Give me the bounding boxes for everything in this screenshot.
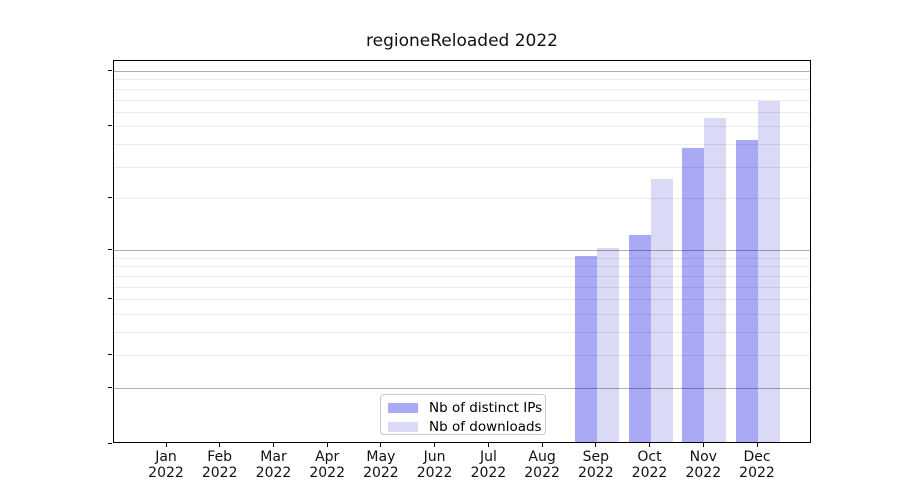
minor-gridline-60 — [114, 111, 810, 113]
minor-gridline-9 — [114, 257, 810, 259]
minor-gridline-4 — [114, 313, 810, 315]
x-label-month: Mar — [260, 449, 287, 465]
x-tick-feb — [219, 443, 221, 447]
x-label-year: 2022 — [309, 465, 345, 481]
x-label-year: 2022 — [470, 465, 507, 481]
bar-downloads-sep — [596, 248, 619, 442]
x-label-year: 2022 — [363, 465, 399, 481]
y-tick-50 — [108, 125, 112, 127]
x-tick-label-jan: Jan 2022 — [139, 449, 193, 481]
x-label-year: 2022 — [739, 465, 775, 481]
x-label-month: May — [366, 449, 396, 465]
x-tick-jul — [487, 443, 489, 447]
x-tick-label-jul: Jul 2022 — [461, 449, 515, 481]
y-tick-20 — [108, 196, 112, 198]
bar-distinct-ips-dec — [736, 139, 758, 442]
x-label-month: Jun — [423, 449, 446, 465]
legend-swatch-distinct-ips-icon — [388, 402, 418, 413]
bar-distinct-ips-nov — [682, 148, 705, 442]
x-tick-aug — [541, 443, 543, 447]
x-tick-label-sep: Sep 2022 — [569, 449, 623, 481]
plot-area: Nb of distinct IPs Nb of downloads — [113, 60, 811, 443]
legend: Nb of distinct IPs Nb of downloads — [380, 394, 546, 435]
major-gridline-1 — [114, 388, 810, 389]
x-label-year: 2022 — [148, 465, 184, 481]
bar-distinct-ips-oct — [628, 234, 651, 442]
minor-gridline-8 — [114, 266, 810, 268]
x-label-month: Aug — [528, 449, 556, 465]
minor-gridline-90 — [114, 79, 810, 81]
x-tick-label-feb: Feb 2022 — [193, 449, 247, 481]
x-tick-label-oct: Oct 2022 — [623, 449, 677, 481]
x-label-year: 2022 — [631, 465, 668, 481]
x-tick-jan — [165, 443, 167, 447]
x-tick-label-may: May 2022 — [354, 449, 408, 481]
minor-gridline-7 — [114, 275, 810, 277]
x-tick-nov — [702, 443, 704, 447]
bar-downloads-dec — [758, 101, 780, 442]
x-label-year: 2022 — [255, 465, 292, 481]
x-tick-jun — [434, 443, 436, 447]
x-tick-label-apr: Apr 2022 — [300, 449, 354, 481]
x-tick-oct — [649, 443, 650, 447]
minor-gridline-20 — [114, 197, 810, 199]
y-tick-100 — [108, 70, 112, 71]
bar-downloads-oct — [650, 178, 673, 442]
x-label-month: Oct — [637, 449, 662, 465]
x-tick-label-aug: Aug 2022 — [515, 449, 569, 481]
x-tick-label-nov: Nov 2022 — [676, 449, 730, 481]
minor-gridline-80 — [114, 88, 810, 90]
y-tick-10 — [108, 249, 112, 251]
x-label-year: 2022 — [685, 465, 722, 481]
chart-title: regioneReloaded 2022 — [366, 31, 558, 51]
x-tick-label-jun: Jun 2022 — [408, 449, 462, 481]
major-gridline-100 — [114, 71, 810, 72]
x-label-month: Jan — [155, 449, 177, 465]
minor-gridline-50 — [114, 126, 810, 128]
minor-gridline-70 — [114, 99, 810, 101]
x-tick-may — [380, 443, 382, 447]
x-tick-mar — [273, 443, 274, 447]
x-tick-dec — [756, 443, 758, 447]
x-tick-sep — [595, 443, 597, 447]
minor-gridline-40 — [114, 143, 810, 145]
minor-gridline-6 — [114, 286, 810, 288]
y-tick-5 — [108, 298, 112, 300]
minor-gridline-5 — [114, 299, 810, 301]
y-tick-2 — [108, 354, 112, 356]
x-label-month: Feb — [207, 449, 233, 465]
x-label-month: Dec — [743, 449, 771, 465]
minor-gridline-30 — [114, 166, 810, 168]
legend-label-distinct-ips: Nb of distinct IPs — [429, 399, 543, 416]
legend-swatch-downloads-icon — [388, 421, 418, 432]
x-label-year: 2022 — [416, 465, 453, 481]
x-label-year: 2022 — [524, 465, 560, 481]
x-tick-label-dec: Dec 2022 — [730, 449, 784, 481]
legend-item-distinct-ips: Nb of distinct IPs — [388, 399, 545, 416]
legend-label-downloads: Nb of downloads — [429, 418, 542, 435]
bar-distinct-ips-sep — [574, 255, 597, 442]
legend-item-downloads: Nb of downloads — [388, 418, 545, 435]
minor-gridline-2 — [114, 355, 810, 357]
bar-downloads-nov — [704, 118, 727, 442]
x-label-month: Nov — [689, 449, 717, 465]
x-label-year: 2022 — [577, 465, 614, 481]
y-tick-0 — [108, 443, 112, 444]
x-label-year: 2022 — [201, 465, 238, 481]
major-gridline-10 — [114, 250, 810, 252]
x-tick-label-mar: Mar 2022 — [247, 449, 301, 481]
y-tick-1 — [108, 387, 112, 388]
x-label-month: Apr — [315, 449, 340, 465]
x-label-month: Jul — [479, 449, 497, 465]
x-tick-apr — [326, 443, 328, 447]
x-label-month: Sep — [582, 449, 609, 465]
minor-gridline-3 — [114, 332, 810, 333]
